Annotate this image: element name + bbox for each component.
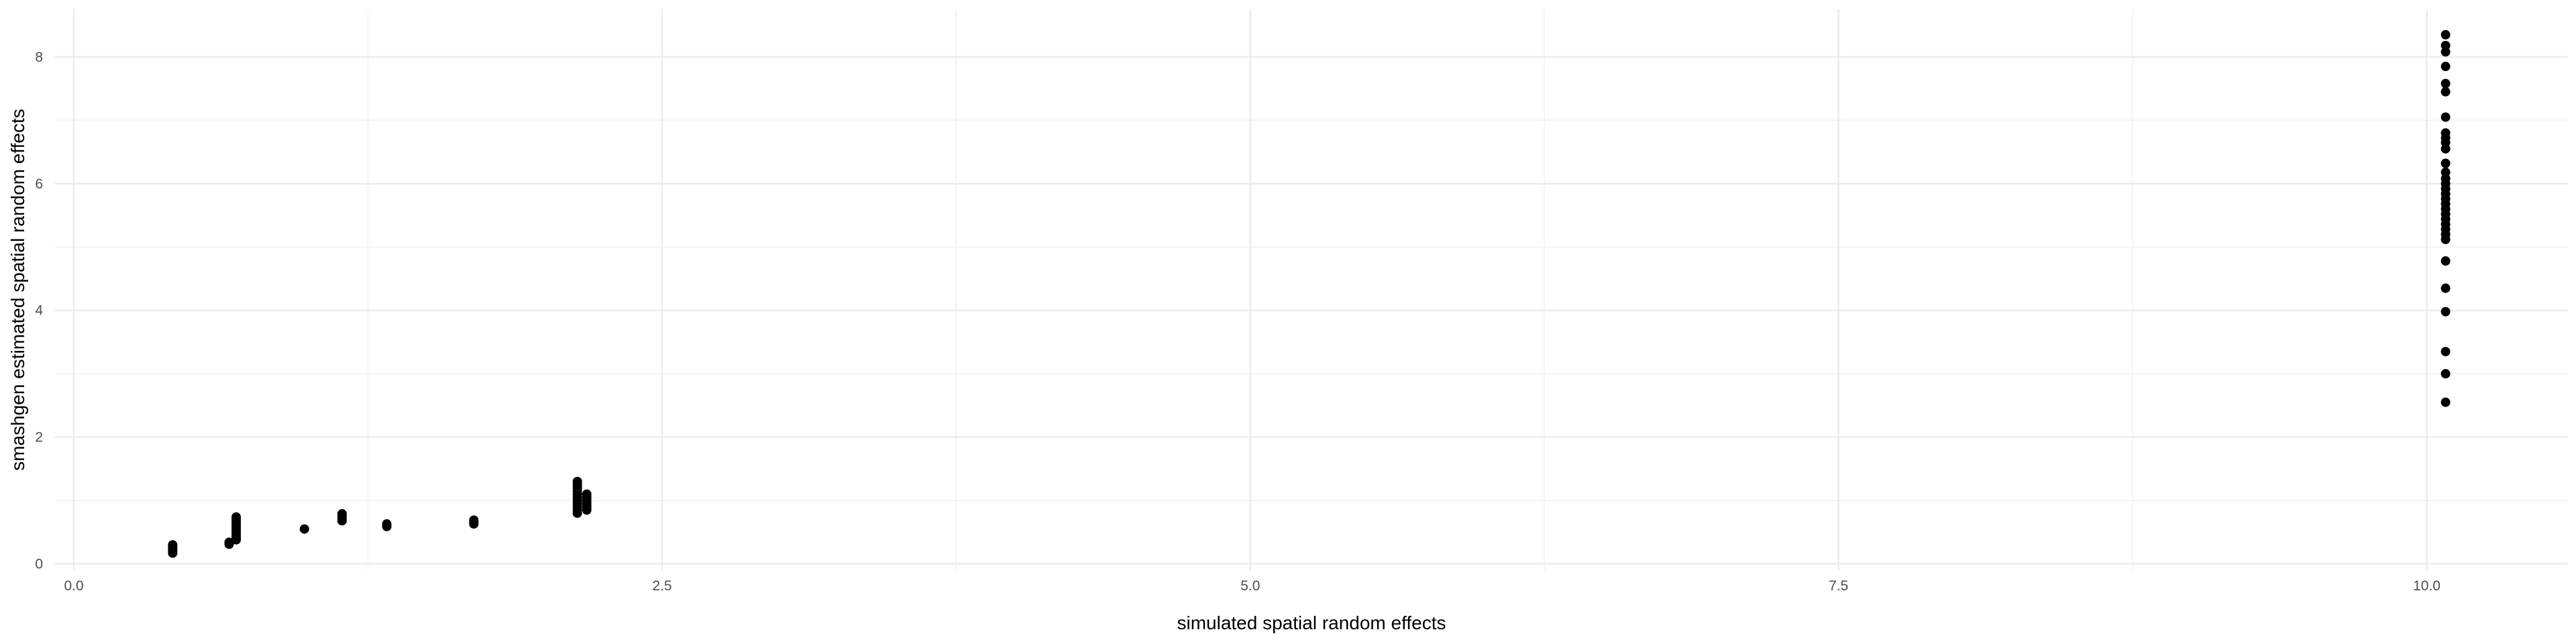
data-point (231, 512, 241, 522)
data-point (2440, 167, 2451, 177)
data-point (2440, 397, 2451, 407)
data-point (2440, 30, 2451, 40)
minor-grid (55, 9, 2568, 570)
data-point (2440, 128, 2451, 138)
data-points (168, 30, 2451, 558)
data-point (337, 508, 347, 519)
y-tick-label: 2 (35, 430, 43, 445)
x-axis-ticks: 0.0 2.5 5.0 7.5 10.0 (64, 578, 2440, 594)
data-point (2440, 369, 2451, 379)
data-point (299, 524, 309, 534)
data-point (2440, 112, 2451, 122)
data-point (2440, 62, 2451, 72)
x-tick-label: 2.5 (652, 578, 672, 594)
major-grid (55, 9, 2568, 570)
data-point (2440, 307, 2451, 317)
x-tick-label: 10.0 (2413, 578, 2440, 594)
data-point (582, 489, 592, 499)
data-point (2440, 283, 2451, 293)
data-point (2440, 40, 2451, 50)
data-point (2440, 78, 2451, 89)
data-point (382, 519, 392, 529)
x-tick-label: 0.0 (64, 578, 83, 594)
data-point (2440, 87, 2451, 97)
data-point (2440, 158, 2451, 168)
y-tick-label: 6 (35, 176, 43, 192)
y-tick-label: 8 (35, 50, 43, 65)
data-point (168, 540, 178, 550)
data-point (2440, 347, 2451, 357)
data-point (224, 537, 234, 547)
data-point (2440, 256, 2451, 266)
data-point (469, 515, 479, 525)
x-axis-title: simulated spatial random effects (1177, 612, 1446, 633)
y-tick-label: 4 (35, 303, 43, 319)
y-tick-label: 0 (35, 557, 43, 572)
x-tick-label: 5.0 (1240, 578, 1260, 594)
y-axis-title: smashgen estimated spatial random effect… (7, 109, 28, 471)
x-tick-label: 7.5 (1829, 578, 1848, 594)
y-axis-ticks: 0 2 4 6 8 (35, 50, 43, 572)
data-point (572, 476, 582, 486)
